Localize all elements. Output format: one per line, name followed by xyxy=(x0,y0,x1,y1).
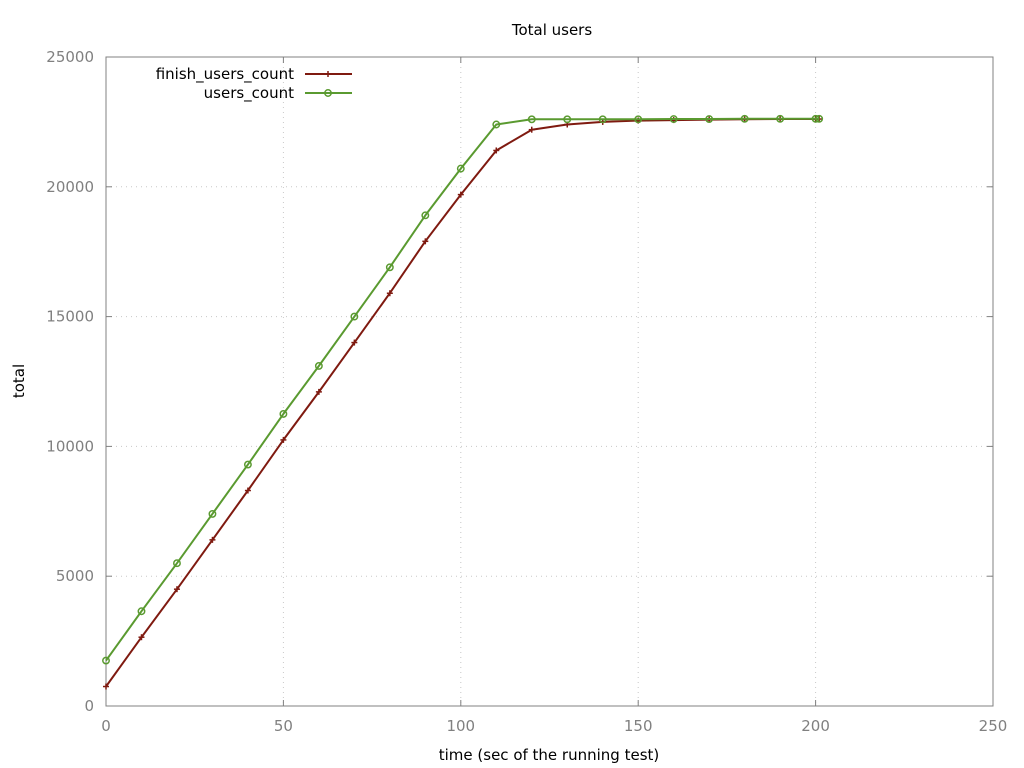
chart-title: Total users xyxy=(511,21,593,39)
x-tick-label: 50 xyxy=(274,717,293,735)
data-point xyxy=(208,509,217,518)
data-point xyxy=(102,656,110,665)
y-axis-ticks: 0 5000 10000 15000 20000 25000 xyxy=(46,48,993,715)
x-tick-label: 100 xyxy=(446,717,475,735)
y-tick-label: 15000 xyxy=(46,308,94,326)
data-point xyxy=(103,683,109,690)
legend-item-finish-users-count: finish_users_count xyxy=(156,65,352,84)
series-line xyxy=(105,118,820,688)
data-point xyxy=(811,114,820,123)
series xyxy=(102,114,824,690)
data-point xyxy=(457,191,464,198)
legend-marker xyxy=(324,89,332,97)
data-point xyxy=(279,410,288,418)
data-point xyxy=(705,115,714,123)
data-point xyxy=(563,115,572,124)
data-point xyxy=(350,312,359,321)
data-point xyxy=(315,388,322,395)
series-line xyxy=(105,117,820,662)
grid xyxy=(106,57,993,706)
legend-marker xyxy=(325,71,331,77)
data-point xyxy=(456,164,465,173)
x-axis-ticks: 0 50 100 150 200 250 xyxy=(101,57,1007,735)
data-point xyxy=(527,115,536,124)
series-finish-users-count xyxy=(103,116,823,690)
series-users-count xyxy=(102,114,824,665)
data-point xyxy=(243,460,252,469)
y-tick-label: 10000 xyxy=(46,437,94,455)
data-point xyxy=(634,115,643,124)
data-point xyxy=(173,559,181,568)
axes xyxy=(105,56,994,707)
data-point xyxy=(669,115,678,123)
y-tick-label: 25000 xyxy=(46,48,94,66)
data-point xyxy=(815,114,824,123)
data-point xyxy=(314,361,323,370)
plot-area-border xyxy=(105,56,994,707)
data-point xyxy=(209,536,216,543)
data-point xyxy=(422,238,429,245)
data-point xyxy=(280,436,287,443)
data-point xyxy=(421,211,430,220)
x-tick-label: 200 xyxy=(801,717,830,735)
legend-label: finish_users_count xyxy=(156,65,294,84)
data-point xyxy=(386,290,393,297)
data-point xyxy=(173,586,180,593)
data-point xyxy=(351,339,358,346)
data-point xyxy=(385,263,394,272)
x-tick-label: 250 xyxy=(979,717,1008,735)
data-point xyxy=(740,114,749,123)
data-point xyxy=(244,487,251,494)
x-axis-label: time (sec of the running test) xyxy=(439,746,660,764)
data-point xyxy=(137,607,146,616)
y-tick-label: 5000 xyxy=(56,567,94,585)
legend-label: users_count xyxy=(204,84,294,103)
data-point xyxy=(528,126,535,133)
y-tick-label: 0 xyxy=(84,697,94,715)
y-axis-label: total xyxy=(10,364,28,398)
x-tick-label: 0 xyxy=(101,717,111,735)
data-point xyxy=(138,634,145,641)
data-point xyxy=(776,114,785,123)
x-tick-label: 150 xyxy=(624,717,653,735)
legend-item-users-count: users_count xyxy=(204,84,352,103)
data-point xyxy=(598,115,607,124)
data-point xyxy=(492,120,501,129)
y-tick-label: 20000 xyxy=(46,178,94,196)
data-point xyxy=(493,147,500,154)
